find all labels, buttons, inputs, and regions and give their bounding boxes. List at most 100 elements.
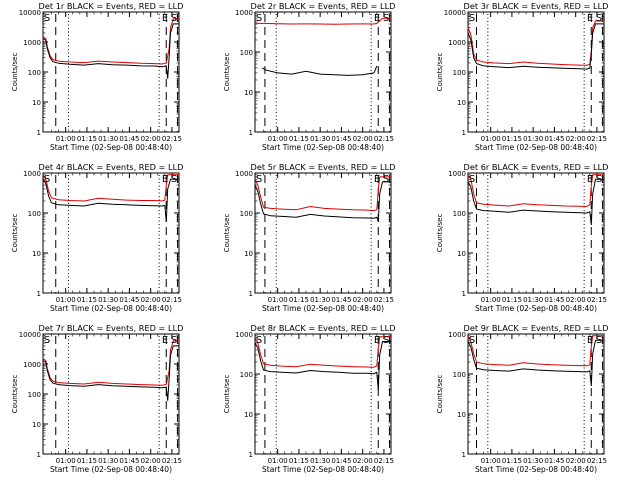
x-axis-label: Start Time (02-Sep-08 00:48:40)	[262, 304, 384, 313]
y-tick-label: 100	[240, 210, 253, 218]
x-axis-label: Start Time (02-Sep-08 00:48:40)	[50, 304, 172, 313]
x-tick-label: 01:45	[331, 135, 351, 143]
x-tick-label: 01:15	[77, 457, 97, 465]
end-marker: E	[374, 13, 380, 24]
start-marker: S	[44, 174, 50, 185]
lld-rate-line	[467, 335, 604, 367]
y-tick-label: 1000	[448, 170, 466, 178]
end-marker: E	[162, 174, 168, 185]
y-tick-label: 10	[32, 421, 41, 429]
chart-title: Det 6r BLACK = Events, RED = LLD	[464, 162, 609, 172]
x-tick-label: 01:00	[268, 296, 288, 304]
x-axis-label: Start Time (02-Sep-08 00:48:40)	[475, 143, 597, 152]
end-marker: E	[374, 174, 380, 185]
event-rate-line	[261, 65, 378, 76]
y-tick-label: 1000	[23, 361, 41, 369]
y-axis-label: Counts/sec	[11, 375, 19, 414]
start-marker: S	[171, 335, 177, 346]
lld-rate-line	[254, 336, 391, 368]
y-axis-label: Counts/sec	[11, 53, 19, 92]
x-tick-label: 01:45	[544, 135, 564, 143]
y-tick-label: 100	[28, 391, 41, 399]
x-tick-label: 02:00	[141, 135, 161, 143]
y-tick-label: 10	[32, 250, 41, 258]
y-tick-label: 1	[462, 290, 466, 298]
start-marker: S	[596, 174, 602, 185]
x-tick-label: 02:15	[374, 457, 394, 465]
event-rate-line	[42, 178, 179, 222]
start-marker: S	[469, 335, 475, 346]
start-marker: S	[596, 335, 602, 346]
start-marker: S	[383, 174, 389, 185]
panel-1: Det 1r BLACK = Events, RED = LLD 1 10 100 10…	[11, 1, 183, 152]
x-tick-label: 01:00	[481, 296, 501, 304]
x-axis-label: Start Time (02-Sep-08 00:48:40)	[50, 465, 172, 474]
lld-rate-line	[254, 176, 391, 212]
x-tick-label: 01:15	[502, 135, 522, 143]
y-tick-label: 1000	[448, 39, 466, 47]
x-tick-label: 01:45	[331, 296, 351, 304]
panel-3: Det 3r BLACK = Events, RED = LLD 1 10 100 10…	[436, 1, 608, 152]
start-marker: S	[383, 335, 389, 346]
x-tick-label: 02:00	[353, 457, 373, 465]
start-marker: S	[469, 13, 475, 24]
panel-9: Det 9r BLACK = Events, RED = LLD 1 10 100 10…	[436, 323, 608, 474]
panel-7: Det 7r BLACK = Events, RED = LLD 1 10 100 10…	[11, 323, 183, 474]
x-tick-label: 02:00	[566, 457, 586, 465]
y-tick-label: 100	[28, 69, 41, 77]
plot-frame	[467, 172, 605, 294]
chart-title: Det 3r BLACK = Events, RED = LLD	[464, 1, 609, 11]
panel-8: Det 8r BLACK = Events, RED = LLD 1 10 100 10…	[223, 323, 395, 474]
y-tick-label: 1	[249, 290, 253, 298]
x-tick-label: 01:15	[289, 296, 309, 304]
y-tick-label: 10	[457, 250, 466, 258]
x-axis-label: Start Time (02-Sep-08 00:48:40)	[475, 465, 597, 474]
chart-title: Det 5r BLACK = Events, RED = LLD	[251, 162, 396, 172]
y-tick-label: 1	[462, 129, 466, 137]
y-tick-label: 10000	[19, 331, 41, 339]
chart-title: Det 1r BLACK = Events, RED = LLD	[39, 1, 184, 11]
y-tick-label: 10	[244, 89, 253, 97]
x-axis-label: Start Time (02-Sep-08 00:48:40)	[262, 143, 384, 152]
chart-title: Det 4r BLACK = Events, RED = LLD	[39, 162, 184, 172]
plot-frame	[254, 333, 392, 455]
start-marker: S	[383, 13, 389, 24]
y-tick-label: 1	[37, 290, 41, 298]
y-axis-label: Counts/sec	[223, 375, 231, 414]
y-tick-label: 1000	[235, 9, 253, 17]
x-tick-label: 01:45	[119, 135, 139, 143]
x-tick-label: 01:00	[56, 457, 76, 465]
x-tick-label: 01:15	[77, 135, 97, 143]
x-tick-label: 02:00	[566, 296, 586, 304]
x-tick-label: 02:00	[141, 457, 161, 465]
x-tick-label: 01:45	[544, 457, 564, 465]
x-tick-label: 01:30	[310, 296, 330, 304]
y-tick-label: 1	[462, 451, 466, 459]
event-rate-line	[467, 178, 604, 226]
y-tick-label: 1	[249, 129, 253, 137]
y-tick-label: 10000	[444, 9, 466, 17]
end-marker: E	[587, 13, 593, 24]
x-tick-label: 02:15	[162, 296, 182, 304]
x-tick-label: 02:15	[587, 296, 607, 304]
start-marker: S	[171, 13, 177, 24]
event-rate-line	[467, 23, 604, 70]
x-tick-label: 01:30	[98, 296, 118, 304]
x-tick-label: 01:45	[331, 457, 351, 465]
plot-frame	[254, 11, 392, 133]
x-tick-label: 02:00	[353, 135, 373, 143]
x-tick-label: 02:15	[162, 135, 182, 143]
panel-2: Det 2r BLACK = Events, RED = LLD 1 10 100 10…	[223, 1, 395, 152]
y-tick-label: 1000	[23, 39, 41, 47]
plot-frame	[254, 172, 392, 294]
y-tick-label: 100	[453, 371, 466, 379]
y-tick-label: 10	[457, 99, 466, 107]
y-tick-label: 100	[240, 49, 253, 57]
y-tick-label: 1	[37, 129, 41, 137]
lld-rate-line	[42, 174, 179, 202]
y-axis-label: Counts/sec	[223, 214, 231, 253]
x-tick-label: 02:15	[162, 457, 182, 465]
x-tick-label: 01:30	[98, 135, 118, 143]
chart-title: Det 9r BLACK = Events, RED = LLD	[464, 323, 609, 333]
